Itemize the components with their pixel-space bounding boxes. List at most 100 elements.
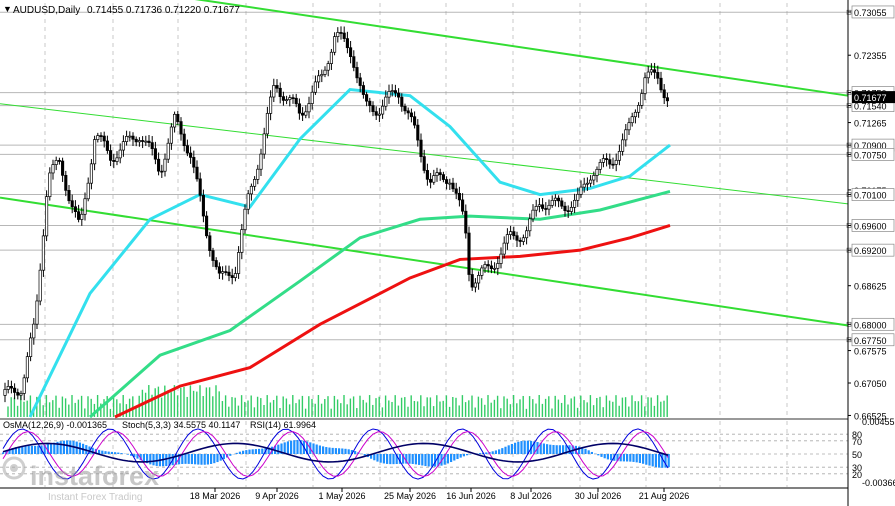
osma-bar (120, 453, 123, 454)
bear-candle (560, 200, 564, 207)
bear-candle (77, 211, 81, 220)
bull-candle (505, 234, 509, 244)
ma-medium-line (89, 190, 671, 419)
bear-candle (464, 210, 468, 234)
osma-bar (139, 454, 142, 461)
osma-bar (446, 454, 449, 464)
bull-candle (624, 129, 628, 141)
osma-bar (597, 454, 600, 456)
bear-candle (176, 113, 180, 122)
bear-candle (374, 111, 378, 116)
bull-candle (48, 172, 52, 197)
bull-candle (121, 141, 125, 151)
osma-bar (190, 454, 193, 465)
osma-bar (168, 454, 171, 466)
bull-candle (45, 196, 49, 237)
osma-bar (373, 454, 376, 461)
bull-candle (54, 160, 58, 165)
osma-bar (2, 452, 5, 454)
symbol-dropdown-icon[interactable]: ▼ (3, 4, 12, 14)
osma-bar (216, 454, 219, 463)
osma-bar (395, 454, 398, 465)
instaforex-logo-icon (2, 456, 26, 480)
bull-candle (537, 204, 541, 207)
osma-bar (603, 454, 606, 459)
bear-candle (659, 77, 663, 91)
bear-candle (656, 72, 660, 79)
osma-bar (581, 447, 584, 454)
osma-bar (424, 454, 427, 467)
bull-candle (521, 237, 525, 242)
bull-candle (483, 264, 487, 269)
osma-bar (418, 454, 421, 465)
osma-bar (523, 440, 526, 454)
osma-bar (379, 454, 382, 463)
osma-bar (206, 454, 209, 465)
osma-bar (88, 446, 91, 454)
bear-candle (371, 105, 375, 112)
osma-bar (555, 445, 558, 454)
bear-candle (563, 205, 567, 212)
bull-candle (125, 136, 129, 142)
y-tick-label: 0.71265 (854, 119, 887, 129)
y-tick-label: 0.69200 (854, 246, 887, 256)
osma-bar (542, 443, 545, 454)
osma-bar (101, 450, 104, 454)
osma-bar (558, 445, 561, 454)
indicator-scale-min: -0.0036621 (862, 478, 895, 488)
bull-candle (51, 164, 55, 174)
bear-candle (73, 206, 77, 213)
osma-bar (392, 454, 395, 465)
osma-bar (606, 454, 609, 460)
osma-bar (165, 454, 168, 467)
bull-candle (128, 135, 132, 138)
bear-candle (352, 56, 356, 68)
bear-candle (301, 112, 305, 116)
osma-bar (62, 440, 65, 454)
level-price-box (851, 243, 895, 257)
indicator-level-label: 50 (852, 450, 862, 460)
bear-candle (409, 112, 413, 118)
y-tick-label: 0.68000 (854, 320, 887, 330)
osma-bar (104, 451, 107, 454)
osma-bar (43, 444, 46, 454)
osma-bar (414, 454, 417, 465)
bull-candle (93, 139, 97, 165)
bear-candle (416, 124, 420, 141)
x-tick-label: 30 Jul 2026 (575, 491, 622, 501)
osma-bar (421, 454, 424, 466)
bull-candle (550, 199, 554, 206)
x-tick-label: 21 Aug 2026 (639, 491, 690, 501)
osma-bar (478, 453, 481, 454)
bull-candle (573, 199, 577, 208)
bear-candle (230, 275, 234, 278)
bear-candle (445, 179, 449, 184)
osma-bar (210, 454, 213, 464)
osma-bar (411, 454, 414, 464)
bear-candle (131, 135, 135, 140)
bull-candle (569, 207, 573, 212)
bear-candle (182, 133, 186, 147)
osma-bar (341, 448, 344, 454)
bear-candle (512, 231, 516, 237)
bull-candle (259, 153, 263, 170)
bear-candle (227, 271, 231, 276)
bull-candle (585, 182, 589, 185)
osma-bar (325, 447, 328, 454)
bear-candle (393, 90, 397, 94)
bull-candle (531, 209, 535, 220)
x-tick-label: 18 Mar 2026 (190, 491, 241, 501)
bull-candle (502, 242, 506, 255)
bull-candle (384, 96, 388, 107)
level-price-box (851, 148, 895, 161)
y-tick-label: 0.68625 (854, 282, 887, 292)
bull-candle (592, 175, 596, 181)
osma-bar (504, 446, 507, 454)
y-tick-label: 0.70100 (854, 191, 887, 201)
osma-bar (642, 454, 645, 464)
rsi-line (2, 442, 669, 463)
osma-bar (251, 449, 254, 454)
osma-bar (136, 454, 139, 459)
